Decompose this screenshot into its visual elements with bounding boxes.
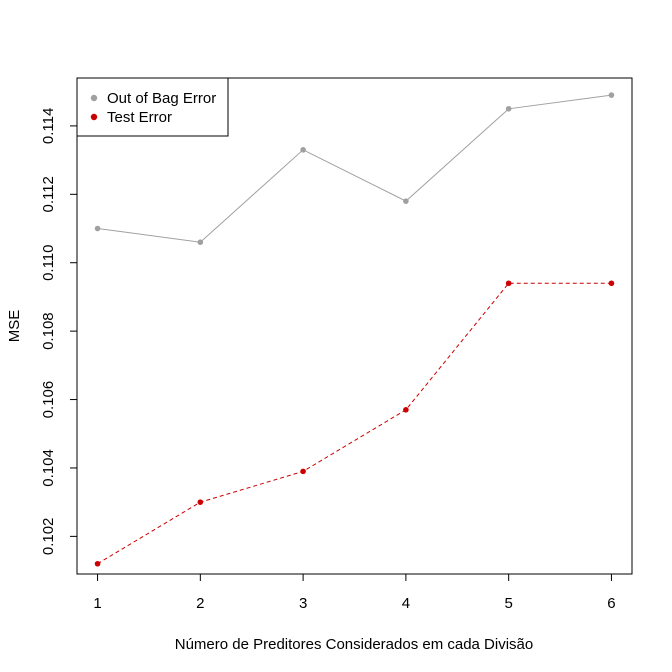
y-tick-label: 0.114 (40, 108, 57, 144)
data-point-out-of-bag-error (608, 92, 615, 98)
plot-frame (76, 77, 633, 575)
legend-marker-out-of-bag-error (90, 94, 98, 102)
y-tick-label: 0.102 (40, 518, 57, 556)
y-axis-label: MSE (6, 310, 23, 343)
x-tick-label: 6 (607, 595, 615, 612)
data-point-out-of-bag-error (197, 239, 204, 245)
legend-label-test-error: Test Error (107, 109, 172, 126)
data-point-test-error (94, 560, 101, 567)
x-tick-label: 1 (93, 595, 101, 612)
data-point-test-error (608, 280, 615, 287)
y-tick-label: 0.106 (40, 381, 57, 419)
data-point-test-error (505, 280, 512, 287)
y-tick-label: 0.110 (40, 244, 57, 280)
y-tick-label: 0.104 (40, 449, 57, 487)
data-point-out-of-bag-error (403, 198, 409, 204)
data-point-out-of-bag-error (505, 105, 512, 112)
x-tick-label: 3 (299, 595, 307, 612)
x-axis-label: Número de Preditores Considerados em cad… (175, 636, 534, 653)
y-axis: 0.102 0.104 0.106 0.108 0.110 0.112 0.114 (40, 108, 78, 556)
x-axis: 1 2 3 4 5 6 (93, 573, 616, 612)
legend: Out of Bag Error Test Error (76, 77, 229, 137)
data-point-out-of-bag-error (300, 147, 306, 153)
legend-box (76, 77, 229, 137)
x-tick-label: 4 (402, 595, 410, 612)
data-point-test-error (403, 407, 409, 413)
data-point-test-error (300, 468, 306, 475)
series-line-test-error (97, 282, 612, 565)
data-point-test-error (197, 499, 204, 505)
legend-label-out-of-bag-error: Out of Bag Error (107, 90, 216, 107)
x-tick-label: 2 (196, 595, 204, 612)
legend-marker-test-error (90, 113, 98, 121)
series-line-out-of-bag-error (97, 94, 612, 243)
series-layer (94, 92, 615, 567)
y-tick-label: 0.108 (40, 312, 57, 350)
data-point-out-of-bag-error (94, 225, 101, 232)
y-tick-label: 0.112 (40, 176, 57, 212)
x-tick-label: 5 (504, 595, 512, 612)
